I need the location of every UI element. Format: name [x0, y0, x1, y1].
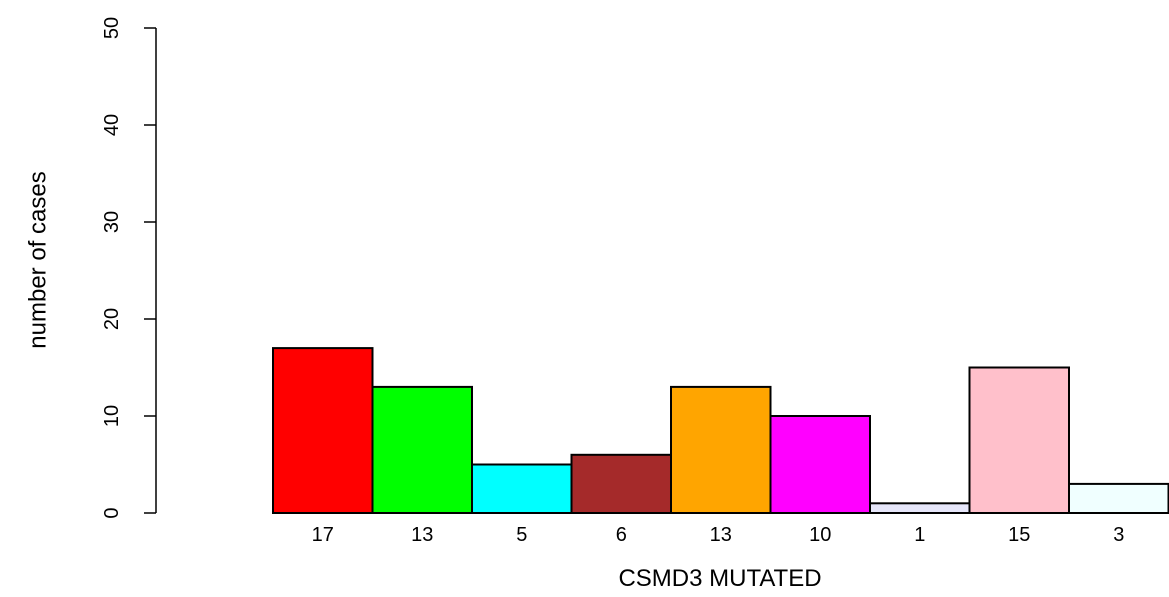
bar-count-label: 5: [516, 524, 527, 546]
bar-count-label: 13: [411, 524, 433, 546]
y-axis: 0 10 20 30 40 50: [101, 17, 157, 519]
y-axis-title: number of cases: [25, 171, 52, 348]
y-tick-label: 10: [101, 405, 123, 427]
bar: [869, 502, 971, 514]
y-tick-label: 40: [101, 114, 123, 136]
x-axis-title: CSMD3 MUTATED: [618, 565, 821, 592]
bar-count-label: 13: [710, 524, 732, 546]
bar: [570, 453, 672, 514]
bar: [670, 385, 772, 514]
y-tick-label: 20: [101, 308, 123, 330]
bar: [371, 385, 473, 514]
bars: [272, 347, 1169, 514]
bar: [471, 463, 573, 514]
y-tick-label: 30: [101, 211, 123, 233]
bar: [968, 366, 1070, 514]
y-tick-label: 0: [101, 507, 123, 518]
bar-count-label: 15: [1008, 524, 1030, 546]
bar-count-label: 3: [1113, 524, 1124, 546]
bar-count-label: 1: [914, 524, 925, 546]
bar-count-label: 17: [312, 524, 334, 546]
bar: [1068, 482, 1169, 514]
bar-labels: 17 13 5 6 13 10 1 15 3: [312, 524, 1125, 546]
y-tick-label: 50: [101, 17, 123, 39]
bar-count-label: 10: [809, 524, 831, 546]
bar-count-label: 6: [616, 524, 627, 546]
bar: [769, 415, 871, 514]
bar: [272, 347, 374, 514]
